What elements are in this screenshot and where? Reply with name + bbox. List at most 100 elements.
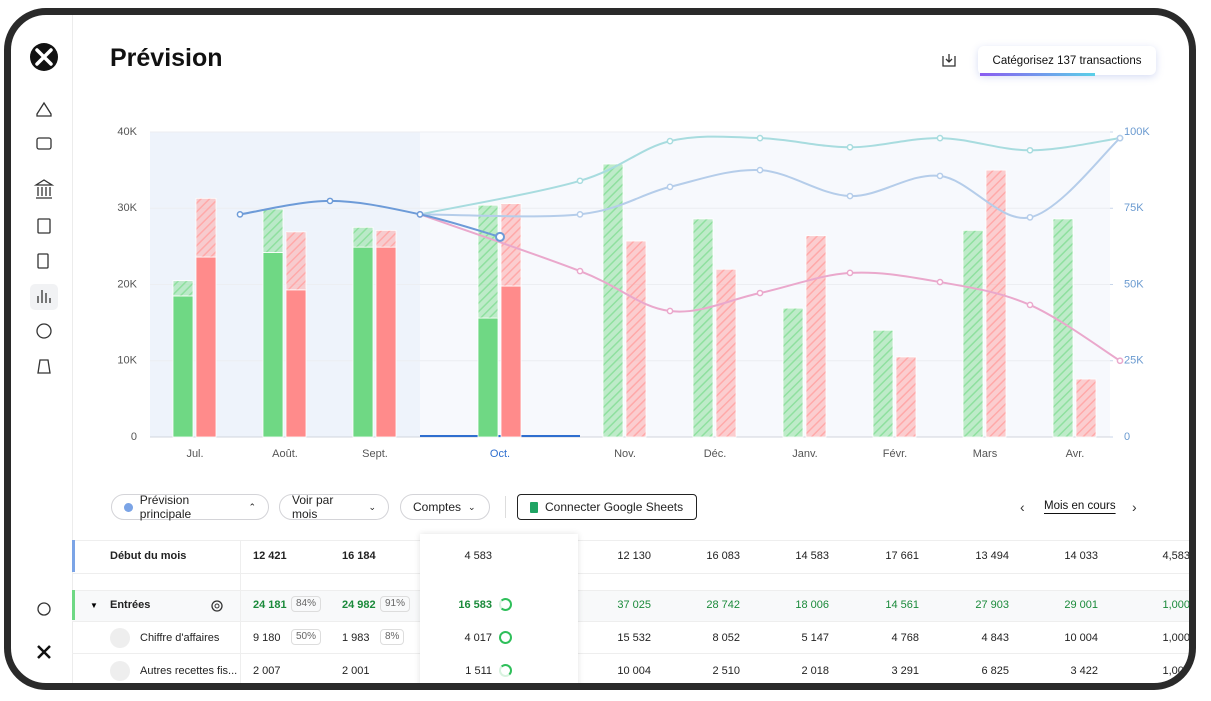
row-label: Chiffre d'affaires (140, 632, 220, 644)
line-point (666, 183, 674, 191)
bar-segment (195, 256, 217, 438)
cell-value: 27 903 (975, 599, 1009, 611)
cell-value: 1 983 (342, 632, 370, 644)
cell-value: 37 025 (617, 599, 651, 611)
bar-segment (985, 169, 1007, 438)
cell-value: 24 982 (342, 599, 376, 611)
bar-segment (625, 240, 647, 438)
next-button[interactable]: › (1132, 499, 1137, 515)
cell-value: 4,583 (1162, 550, 1190, 562)
percent-badge: 91% (380, 596, 411, 612)
bar-segment (375, 246, 397, 438)
accounts-select[interactable]: Comptes ⌄ (400, 494, 490, 520)
row-settings[interactable] (209, 598, 225, 614)
cell-value: 28 742 (706, 599, 740, 611)
y2-tick-label: 0 (1124, 431, 1130, 443)
row-border (72, 653, 1189, 654)
line-point (236, 211, 244, 218)
invoice-icon[interactable] (37, 218, 51, 234)
view-label: Voir par mois (292, 493, 334, 521)
app-icon[interactable] (37, 645, 51, 659)
chart: 0 10K 20K 30K 40K 0 25K 50K 75K 100K Jul. Août. Sept… (117, 126, 1150, 460)
percent-badge: 50% (291, 629, 322, 645)
progress-ring (499, 598, 512, 611)
cell-value: 2 001 (342, 665, 370, 677)
bar-segment (285, 231, 307, 291)
bar-segment (872, 329, 894, 438)
x-tick-label: Sept. (362, 448, 388, 460)
line-point (756, 166, 764, 174)
lab-icon[interactable] (37, 359, 51, 374)
cell-value: 1 511 (465, 665, 492, 677)
home-icon[interactable] (36, 101, 52, 117)
line-point (666, 137, 674, 145)
line (239, 199, 501, 238)
row-label: Autres recettes fis... (140, 665, 238, 677)
row-bg (72, 540, 1189, 574)
bar-segment (1075, 378, 1097, 438)
percent-badge: 84% (291, 596, 322, 612)
sidebar (30, 43, 58, 659)
cell-value: 29 001 (1064, 599, 1098, 611)
cell-value: 16 083 (706, 550, 740, 562)
sheets-label: Connecter Google Sheets (545, 500, 684, 514)
cell-value: 15 532 (617, 632, 651, 644)
line-point (326, 197, 334, 205)
x-tick-label: Nov. (614, 448, 636, 460)
bank-icon[interactable] (33, 179, 55, 199)
line-point (495, 231, 505, 242)
cell-value: 24 181 (253, 599, 287, 611)
docs-icon[interactable] (37, 253, 49, 269)
bar-segment (352, 226, 374, 248)
euro-icon[interactable] (36, 323, 52, 339)
sheets-button[interactable]: Connecter Google Sheets (517, 494, 697, 520)
x-tick-label: Jul. (186, 448, 203, 460)
cell-value: 17 661 (885, 550, 919, 562)
bar-segment (352, 246, 374, 438)
row-marker (72, 590, 75, 620)
x-tick-label: Févr. (883, 448, 907, 460)
cell-value: 10 004 (1064, 632, 1098, 644)
bar-segment (715, 268, 737, 438)
screen: Prévision Catégorisez 137 transactions 0… (11, 15, 1190, 683)
collapse-toggle[interactable]: ▼ (90, 601, 98, 610)
sidebar-divider (72, 15, 73, 683)
divider (505, 496, 506, 518)
export-icon[interactable] (940, 52, 958, 70)
row-marker (72, 540, 75, 572)
cell-value: 3 422 (1070, 665, 1098, 677)
cell-value: 6 825 (981, 665, 1009, 677)
cell-value: 9 180 (253, 632, 281, 644)
cell-value: 5 147 (801, 632, 829, 644)
y-tick-label: 0 (131, 431, 137, 443)
prev-button[interactable]: ‹ (1020, 499, 1025, 515)
line-point (936, 278, 944, 286)
bar-segment (602, 163, 624, 438)
cell-value: 14 561 (885, 599, 919, 611)
cell-value: 4 017 (464, 632, 492, 644)
progress-ring (499, 664, 512, 677)
active-item[interactable] (30, 284, 58, 310)
period-button[interactable]: Mois en cours (1044, 500, 1116, 512)
line-point (936, 134, 944, 142)
device-frame: Prévision Catégorisez 137 transactions 0… (4, 8, 1196, 690)
x-tick-label: Mars (973, 448, 998, 460)
forecast-icon[interactable] (37, 290, 51, 303)
inbox-icon[interactable] (36, 137, 52, 150)
cell-value: 1,000 (1162, 665, 1190, 677)
line-point (576, 267, 584, 275)
bar-segment (477, 204, 499, 319)
line-point (846, 143, 854, 151)
row-label: Entrées (110, 599, 151, 611)
cell-value: 16 184 (342, 550, 376, 562)
scenario-select[interactable]: Prévision principale ⌃ (111, 493, 269, 521)
y2-tick-label: 25K (1124, 355, 1144, 367)
settings-icon[interactable] (37, 602, 51, 616)
view-select[interactable]: Voir par mois ⌄ (279, 493, 389, 521)
categorize-button[interactable]: Catégorisez 137 transactions (978, 46, 1156, 75)
y-tick-label: 10K (117, 355, 137, 367)
bar-segment (895, 356, 917, 438)
bar-segment (172, 295, 194, 438)
cell-value: 1,000 (1162, 599, 1190, 611)
line-point (576, 177, 584, 185)
